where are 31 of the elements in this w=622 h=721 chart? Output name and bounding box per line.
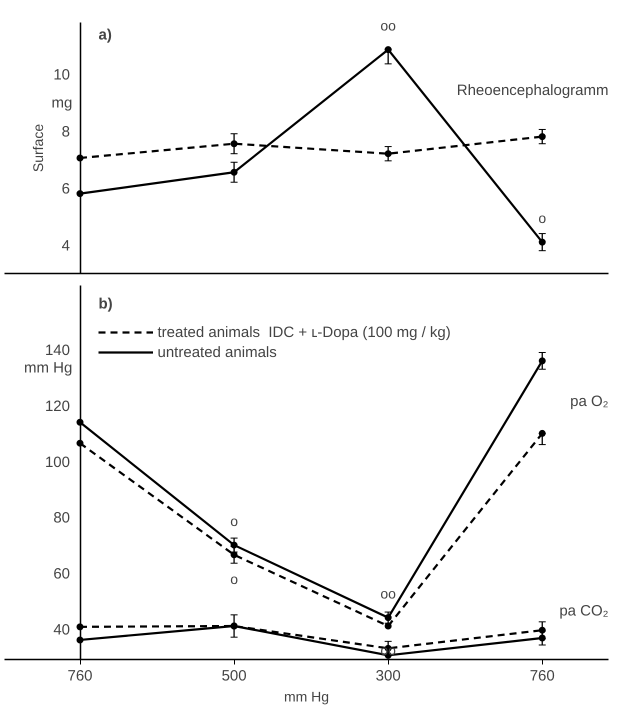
y-tick-label: 4	[62, 237, 70, 254]
y-tick-label: 100	[44, 454, 70, 471]
annotation: pa O₂	[570, 392, 609, 410]
x-tick-label: 500	[222, 668, 247, 684]
y-tick-label: 8	[62, 123, 70, 140]
legend-label: treated animals IDC + ʟ-Dopa (100 mg / kg)	[158, 324, 451, 340]
x-tick-label: 760	[67, 668, 93, 684]
y-tick-label: 120	[44, 398, 70, 416]
data-label: oo	[380, 586, 396, 602]
x-axis-title: mm Hg	[284, 688, 330, 704]
y-tick-label: 6	[62, 180, 70, 198]
data-label: o	[230, 513, 238, 530]
data-label: oo	[380, 18, 396, 34]
annotation: Rheoencephalogramm	[456, 82, 609, 99]
annotation: mg	[51, 94, 72, 112]
y-tick-label: 10	[53, 66, 70, 84]
data-label: o	[538, 210, 546, 226]
chart-title: a)	[98, 26, 112, 44]
data-label: o	[230, 570, 238, 587]
legend-label: untreated animals	[158, 344, 277, 360]
x-tick-label: 300	[376, 668, 401, 684]
text: b)	[98, 296, 113, 313]
x-tick-label: 760	[530, 668, 555, 684]
y-tick-label: 60	[53, 565, 70, 582]
y-axis-title: Surface	[30, 124, 46, 172]
y-tick-label: 40	[53, 621, 70, 638]
y-tick-label: 140	[44, 342, 70, 360]
y-tick-label: 80	[53, 510, 70, 527]
annotation: mm Hg	[24, 359, 72, 376]
data-label: oo	[380, 642, 396, 658]
annotation: pa CO₂	[559, 602, 609, 620]
